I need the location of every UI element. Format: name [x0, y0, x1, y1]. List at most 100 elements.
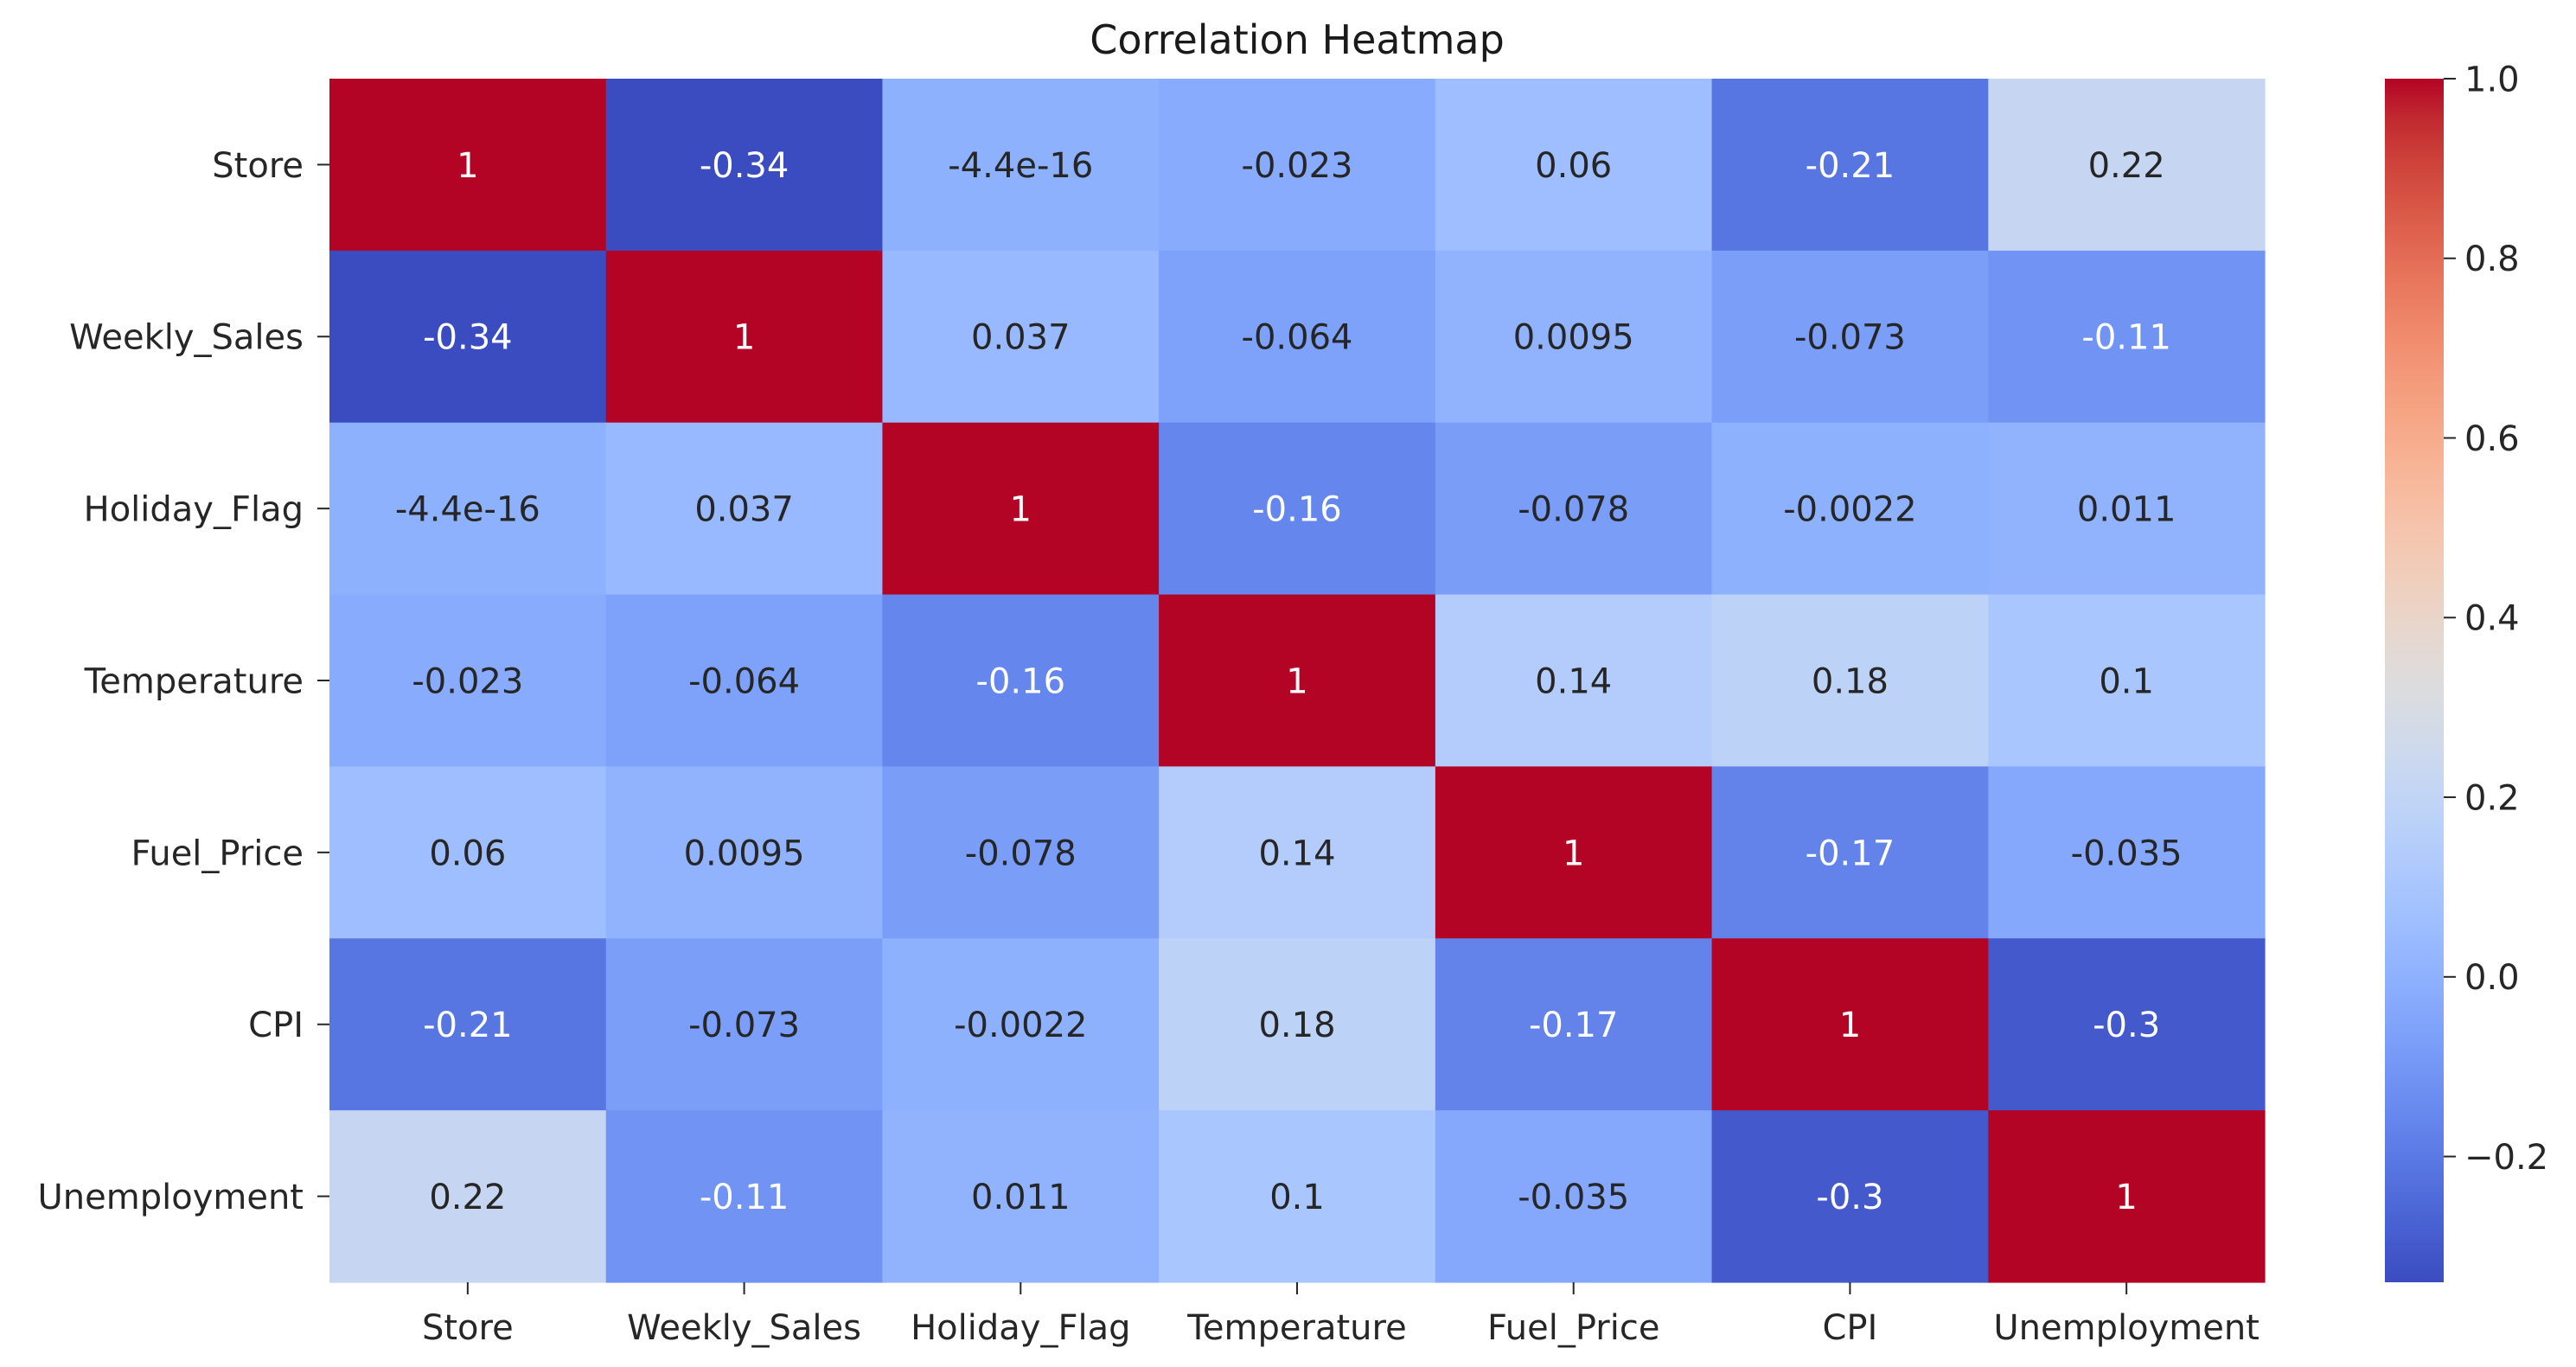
heatmap-cell-store-fuel-price — [1435, 79, 1713, 252]
x-label-cpi: CPI — [1822, 1308, 1877, 1348]
y-label-temperature: Temperature — [84, 661, 304, 701]
cell-annotation-fuel-price-holiday-flag: -0.078 — [965, 834, 1077, 873]
heatmap-cell-temperature-fuel-price — [1435, 594, 1713, 768]
heatmap-cell-unemployment-temperature — [1159, 1110, 1436, 1283]
cell-annotation-unemployment-cpi: -0.3 — [1816, 1178, 1883, 1217]
y-label-unemployment: Unemployment — [38, 1178, 304, 1217]
cell-annotation-fuel-price-weekly-sales: 0.0095 — [684, 834, 805, 873]
cell-annotation-weekly-sales-cpi: -0.073 — [1794, 318, 1906, 358]
heatmap-cell-temperature-weekly-sales — [605, 594, 884, 768]
cell-annotation-weekly-sales-temperature: -0.064 — [1242, 318, 1353, 358]
colorbar-tick-label-0: −0.2 — [2464, 1138, 2548, 1178]
cell-annotation-cpi-temperature: 0.18 — [1258, 1006, 1335, 1045]
y-label-cpi: CPI — [248, 1006, 304, 1045]
heatmap-cell-fuel-price-unemployment — [1988, 766, 2266, 939]
colorbar-tick-label-4: 0.6 — [2464, 419, 2520, 459]
cell-annotation-weekly-sales-holiday-flag: 0.037 — [971, 318, 1071, 358]
cell-annotations: 1 -0.34 -4.4e-16 -0.023 0.06 -0.21 0.22 -0.34 1 0… — [395, 146, 2183, 1217]
heatmap-cell-holiday-flag-fuel-price — [1435, 422, 1713, 596]
cell-annotation-temperature-fuel-price: 0.14 — [1535, 661, 1612, 701]
cell-annotation-cpi-cpi: 1 — [1839, 1006, 1861, 1045]
x-axis: Store Weekly_Sales Holiday_Flag Temperature… — [422, 1282, 2260, 1348]
cell-annotation-fuel-price-fuel-price: 1 — [1563, 834, 1584, 873]
cell-annotation-holiday-flag-fuel-price: -0.078 — [1518, 490, 1629, 530]
heatmap-cell-cpi-unemployment — [1988, 938, 2266, 1111]
y-label-weekly-sales: Weekly_Sales — [69, 318, 304, 358]
heatmap-cell-temperature-unemployment — [1988, 594, 2266, 768]
cell-annotation-cpi-weekly-sales: -0.073 — [688, 1006, 800, 1045]
heatmap-cell-holiday-flag-unemployment — [1988, 422, 2266, 596]
heatmap-cell-cpi-fuel-price — [1435, 938, 1713, 1111]
x-label-store: Store — [422, 1308, 514, 1348]
colorbar-tick-label-1: 0.0 — [2464, 958, 2520, 998]
heatmap-cell-holiday-flag-store — [329, 422, 607, 596]
colorbar-tick-label-3: 0.4 — [2464, 599, 2520, 639]
heatmap-cell-cpi-cpi — [1711, 938, 1989, 1111]
heatmap-cell-fuel-price-temperature — [1159, 766, 1436, 939]
cell-annotation-store-weekly-sales: -0.34 — [700, 146, 789, 186]
cell-annotation-temperature-store: -0.023 — [412, 661, 523, 701]
heatmap-cell-unemployment-fuel-price — [1435, 1110, 1713, 1283]
cell-annotation-temperature-holiday-flag: -0.16 — [976, 661, 1066, 701]
heatmap-cell-store-store — [329, 79, 607, 252]
cell-annotation-store-store: 1 — [457, 146, 478, 186]
cell-annotation-fuel-price-unemployment: -0.035 — [2071, 834, 2183, 873]
cell-annotation-unemployment-temperature: 0.1 — [1269, 1178, 1325, 1217]
cell-annotation-weekly-sales-fuel-price: 0.0095 — [1513, 318, 1634, 358]
heatmap-cell-temperature-store — [329, 594, 607, 768]
heatmap-cell-store-holiday-flag — [882, 79, 1160, 252]
chart-title: Correlation Heatmap — [1090, 16, 1505, 63]
heatmap-cell-store-cpi — [1711, 79, 1989, 252]
x-label-unemployment: Unemployment — [1993, 1308, 2259, 1348]
cell-annotation-unemployment-fuel-price: -0.035 — [1518, 1178, 1629, 1217]
heatmap-cell-holiday-flag-weekly-sales — [605, 422, 884, 596]
x-label-fuel-price: Fuel_Price — [1487, 1308, 1659, 1348]
heatmap-cell-cpi-weekly-sales — [605, 938, 884, 1111]
y-label-holiday-flag: Holiday_Flag — [84, 490, 304, 530]
cell-annotation-fuel-price-store: 0.06 — [429, 834, 506, 873]
cell-annotation-fuel-price-cpi: -0.17 — [1806, 834, 1895, 873]
cell-annotation-cpi-store: -0.21 — [423, 1006, 513, 1045]
cell-annotation-store-fuel-price: 0.06 — [1535, 146, 1612, 186]
heatmap-cell-fuel-price-store — [329, 766, 607, 939]
cell-annotation-store-holiday-flag: -4.4e-16 — [948, 146, 1093, 186]
cell-annotation-holiday-flag-weekly-sales: 0.037 — [694, 490, 794, 530]
cell-annotation-cpi-fuel-price: -0.17 — [1529, 1006, 1619, 1045]
cell-annotation-store-cpi: -0.21 — [1806, 146, 1895, 186]
cell-annotation-temperature-temperature: 1 — [1286, 661, 1307, 701]
cell-annotation-temperature-unemployment: 0.1 — [2099, 661, 2154, 701]
cell-annotation-holiday-flag-store: -4.4e-16 — [395, 490, 540, 530]
heatmap-cell-temperature-cpi — [1711, 594, 1989, 768]
y-label-fuel-price: Fuel_Price — [131, 834, 304, 873]
x-label-temperature: Temperature — [1186, 1308, 1406, 1348]
heatmap-cell-unemployment-store — [329, 1110, 607, 1283]
heatmap-cell-fuel-price-cpi — [1711, 766, 1989, 939]
cell-annotation-weekly-sales-store: -0.34 — [423, 318, 513, 358]
cell-annotation-holiday-flag-holiday-flag: 1 — [1010, 490, 1032, 530]
colorbar-gradient — [2385, 79, 2444, 1282]
heatmap-cell-unemployment-unemployment — [1988, 1110, 2266, 1283]
cell-annotation-holiday-flag-cpi: -0.0022 — [1783, 490, 1916, 530]
cell-annotation-fuel-price-temperature: 0.14 — [1258, 834, 1335, 873]
cell-annotation-unemployment-weekly-sales: -0.11 — [700, 1178, 789, 1217]
cell-annotation-store-temperature: -0.023 — [1242, 146, 1353, 186]
heatmap-cell-weekly-sales-unemployment — [1988, 250, 2266, 424]
heatmap-cell-weekly-sales-weekly-sales — [605, 250, 884, 424]
colorbar-tick-label-2: 0.2 — [2464, 778, 2520, 818]
heatmap-cell-holiday-flag-temperature — [1159, 422, 1436, 596]
x-label-holiday-flag: Holiday_Flag — [911, 1308, 1130, 1348]
heatmap-cell-store-temperature — [1159, 79, 1436, 252]
heatmap-cell-weekly-sales-store — [329, 250, 607, 424]
heatmap-cell-weekly-sales-temperature — [1159, 250, 1436, 424]
heatmap-cell-weekly-sales-cpi — [1711, 250, 1989, 424]
heatmap-cell-cpi-store — [329, 938, 607, 1111]
cell-annotation-temperature-cpi: 0.18 — [1812, 661, 1889, 701]
y-axis: Store Weekly_Sales Holiday_Flag Temperature… — [38, 146, 329, 1217]
colorbar: −0.2 0.0 0.2 0.4 0.6 0.8 1.0 — [2385, 60, 2548, 1282]
cell-annotation-holiday-flag-unemployment: 0.011 — [2077, 490, 2176, 530]
heatmap-cell-unemployment-cpi — [1711, 1110, 1989, 1283]
heatmap-cell-temperature-holiday-flag — [882, 594, 1160, 768]
heatmap-cell-store-weekly-sales — [605, 79, 884, 252]
colorbar-tick-label-5: 0.8 — [2464, 240, 2520, 279]
cell-annotation-cpi-holiday-flag: -0.0022 — [954, 1006, 1087, 1045]
